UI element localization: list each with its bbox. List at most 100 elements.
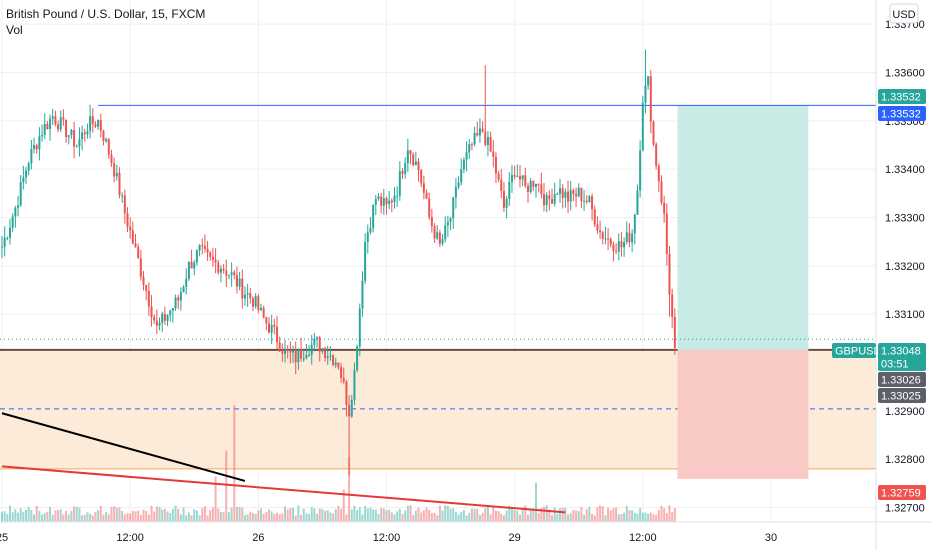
candle-body [433, 226, 436, 239]
candle-body [25, 170, 28, 178]
candle-body [673, 316, 676, 348]
candle-body [412, 154, 415, 166]
volume-bar [615, 507, 618, 522]
volume-bar [169, 513, 172, 522]
candle-body [211, 256, 214, 260]
candle-body [377, 196, 380, 199]
volume-bar [575, 510, 578, 522]
candle-body [369, 228, 372, 233]
candle-body [617, 241, 620, 252]
volume-bar [289, 508, 292, 522]
candle-body [171, 307, 174, 311]
volume-bar [382, 508, 385, 522]
candle-body [179, 292, 182, 301]
candle-body [620, 241, 623, 248]
candle-body [233, 272, 236, 276]
time-tick-label: 30 [765, 532, 777, 544]
candle-body [652, 121, 655, 145]
candle-body [225, 270, 228, 276]
volume-bar [206, 515, 209, 522]
volume-bar [51, 514, 54, 522]
stop-zone [677, 349, 809, 479]
currency-button[interactable] [889, 3, 919, 24]
volume-bar [513, 510, 516, 522]
volume-bar [137, 510, 140, 522]
entry-price-label-1-bg [878, 372, 926, 387]
candle-body [639, 150, 642, 191]
candle-body [131, 230, 134, 244]
volume-bar [348, 457, 351, 522]
candle-body [123, 195, 126, 214]
trend-line-black[interactable] [1, 412, 246, 482]
countdown-label: 03:51 [881, 359, 909, 371]
candle-body [631, 233, 634, 243]
volume-bar [639, 508, 642, 522]
candle-body [78, 139, 81, 147]
volume-bar [649, 512, 652, 522]
volume-bar [284, 506, 287, 522]
candle-body [604, 238, 607, 240]
trend-line-red[interactable] [1, 465, 566, 514]
volume-bar [166, 511, 169, 522]
volume-bar [668, 505, 671, 522]
candle-body [575, 194, 578, 197]
candle-body [553, 194, 556, 204]
candle-body [107, 139, 110, 155]
candle-body [294, 350, 297, 363]
volume-bar [318, 508, 321, 522]
candle-body [420, 170, 423, 184]
volume-bar [473, 508, 476, 522]
time-tick-label: 25 [0, 532, 8, 544]
candle-body [478, 128, 481, 136]
candle-body [259, 307, 262, 311]
candle-body [254, 296, 257, 307]
volume-bar [631, 510, 634, 522]
volume-bar [57, 510, 60, 522]
candle-body [484, 131, 487, 145]
volume-bar [65, 510, 68, 522]
volume-bar [502, 515, 505, 522]
volume-bar [129, 513, 132, 522]
candle-body [300, 349, 303, 359]
volume-bar [623, 512, 626, 522]
volume-bar [243, 515, 246, 522]
candle-body [11, 216, 14, 228]
volume-bar [201, 508, 204, 522]
volume-bar [460, 511, 463, 522]
volume-bar [6, 514, 9, 522]
chart-legend: British Pound / U.S. Dollar, 15, FXCM Vo… [6, 6, 205, 38]
candle-body [609, 239, 612, 245]
volume-bar [364, 505, 367, 522]
volume-bar [134, 511, 137, 522]
resistance-price-label-bg [878, 106, 926, 121]
volume-bar [78, 507, 81, 522]
volume-bar [428, 509, 431, 522]
candle-body [406, 150, 409, 164]
volume-bar [142, 509, 145, 522]
candle-body [241, 278, 244, 299]
candle-body [169, 310, 172, 316]
volume-bar [9, 505, 12, 522]
volume-bar [647, 513, 650, 522]
volume-bar [145, 511, 148, 522]
volume-bar [193, 509, 196, 522]
volume-bar [131, 510, 134, 522]
volume-bar [81, 515, 84, 522]
volume-bar [406, 505, 409, 522]
candle-body [137, 246, 140, 259]
volume-bar [580, 507, 583, 522]
candle-body [142, 276, 145, 286]
volume-bar [412, 515, 415, 522]
candle-body [329, 355, 332, 357]
volume-bar [41, 514, 44, 522]
candle-body [457, 182, 460, 187]
candle-body [3, 237, 6, 247]
volume-bar [126, 513, 129, 522]
volume-bar [465, 515, 468, 522]
volume-bar [486, 506, 489, 522]
candle-body [265, 317, 268, 324]
volume-bar [222, 512, 225, 522]
candle-body [217, 262, 220, 273]
